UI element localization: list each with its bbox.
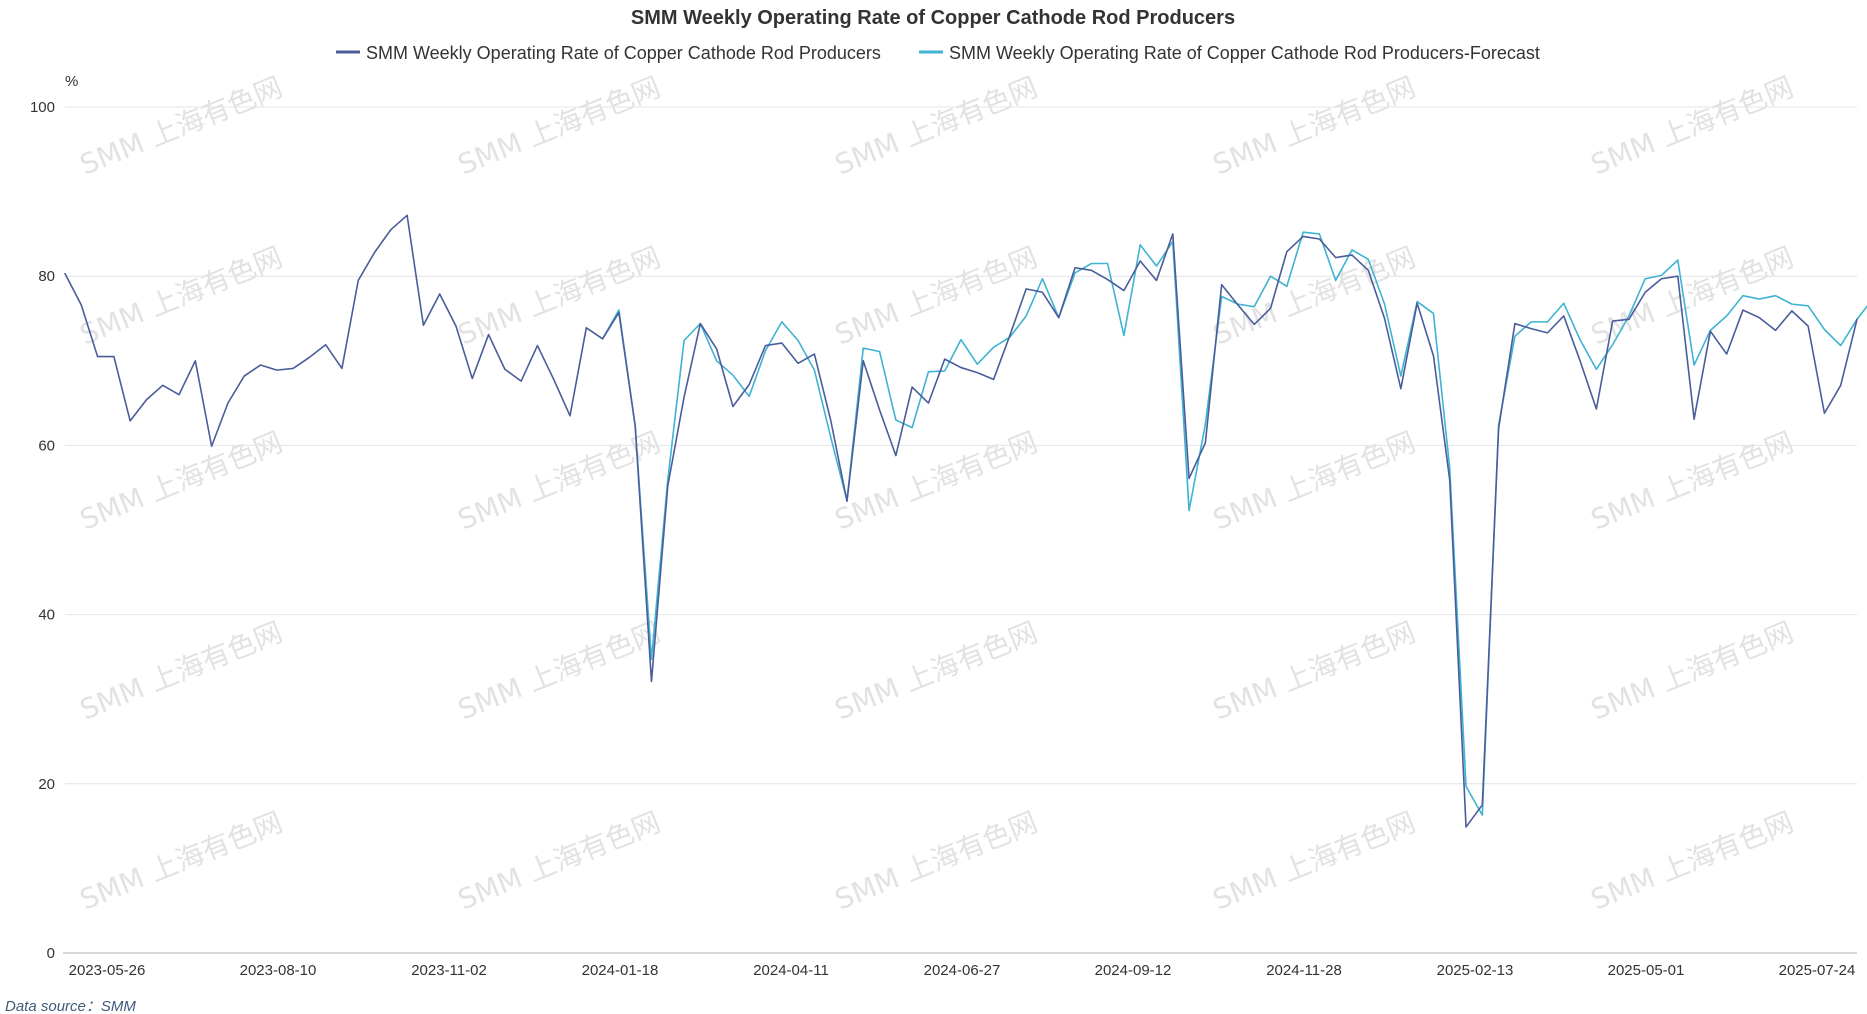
- watermark-text: SMM 上海有色网: [1586, 805, 1798, 916]
- legend[interactable]: SMM Weekly Operating Rate of Copper Cath…: [336, 43, 1540, 63]
- watermark-text: SMM 上海有色网: [75, 70, 287, 181]
- watermark-text: SMM 上海有色网: [1586, 425, 1798, 536]
- chart-title: SMM Weekly Operating Rate of Copper Cath…: [631, 7, 1235, 29]
- y-tick-label: 40: [38, 607, 55, 624]
- x-tick-label: 2024-01-18: [582, 962, 659, 979]
- watermark-text: SMM 上海有色网: [830, 615, 1042, 726]
- series-line-actual[interactable]: [64, 214, 1858, 828]
- y-tick-label: 100: [30, 99, 55, 116]
- x-tick-label: 2024-04-11: [753, 962, 829, 979]
- x-tick-label: 2023-05-26: [69, 962, 146, 979]
- watermark-text: SMM 上海有色网: [830, 425, 1042, 536]
- y-tick-label: 0: [47, 945, 55, 962]
- data-source-note: Data source：SMM: [5, 998, 136, 1014]
- watermark-text: SMM 上海有色网: [1586, 70, 1798, 181]
- x-tick-label: 2025-02-13: [1437, 962, 1514, 979]
- x-axis: 2023-05-26 2023-08-10 2023-11-02 2024-01-18…: [69, 962, 1856, 979]
- watermark-text: SMM 上海有色网: [1208, 70, 1420, 181]
- gridlines: [65, 106, 1857, 785]
- x-tick-label: 2023-08-10: [240, 962, 317, 979]
- x-tick-label: 2023-11-02: [411, 962, 487, 979]
- x-tick-label: 2024-11-28: [1266, 962, 1342, 979]
- legend-item-actual[interactable]: SMM Weekly Operating Rate of Copper Cath…: [336, 43, 881, 63]
- watermark-text: SMM 上海有色网: [75, 805, 287, 916]
- legend-label-actual: SMM Weekly Operating Rate of Copper Cath…: [366, 43, 881, 63]
- legend-item-forecast[interactable]: SMM Weekly Operating Rate of Copper Cath…: [919, 43, 1540, 63]
- y-axis-unit: %: [65, 73, 78, 90]
- watermark-text: SMM 上海有色网: [453, 805, 665, 916]
- watermark-text: SMM 上海有色网: [1208, 615, 1420, 726]
- watermark-text: SMM 上海有色网: [75, 425, 287, 536]
- watermark-text: SMM 上海有色网: [453, 425, 665, 536]
- x-tick-label: 2025-07-24: [1779, 962, 1856, 979]
- x-tick-label: 2025-05-01: [1608, 962, 1685, 979]
- watermark-text: SMM 上海有色网: [1208, 425, 1420, 536]
- y-tick-label: 20: [38, 776, 55, 793]
- x-tick-label: 2024-09-12: [1095, 962, 1172, 979]
- watermark-text: SMM 上海有色网: [1208, 805, 1420, 916]
- watermark-text: SMM 上海有色网: [830, 70, 1042, 181]
- watermark-text: SMM 上海有色网: [453, 70, 665, 181]
- x-tick-label: 2024-06-27: [924, 962, 1001, 979]
- series-layer: [64, 214, 1867, 828]
- watermark-text: SMM 上海有色网: [453, 615, 665, 726]
- watermark-text: SMM 上海有色网: [453, 240, 665, 351]
- watermark-text: SMM 上海有色网: [75, 615, 287, 726]
- watermark-text: SMM 上海有色网: [830, 805, 1042, 916]
- y-tick-label: 60: [38, 437, 55, 454]
- watermark-text: SMM 上海有色网: [75, 240, 287, 351]
- watermark-text: SMM 上海有色网: [1586, 615, 1798, 726]
- y-tick-label: 80: [38, 268, 55, 285]
- legend-label-forecast: SMM Weekly Operating Rate of Copper Cath…: [949, 43, 1540, 63]
- y-axis: 0 20 40 60 80 100: [30, 99, 55, 962]
- watermark-layer: SMM 上海有色网 SMM 上海有色网 SMM 上海有色网 SMM 上海有色网 SMM …: [75, 70, 1798, 916]
